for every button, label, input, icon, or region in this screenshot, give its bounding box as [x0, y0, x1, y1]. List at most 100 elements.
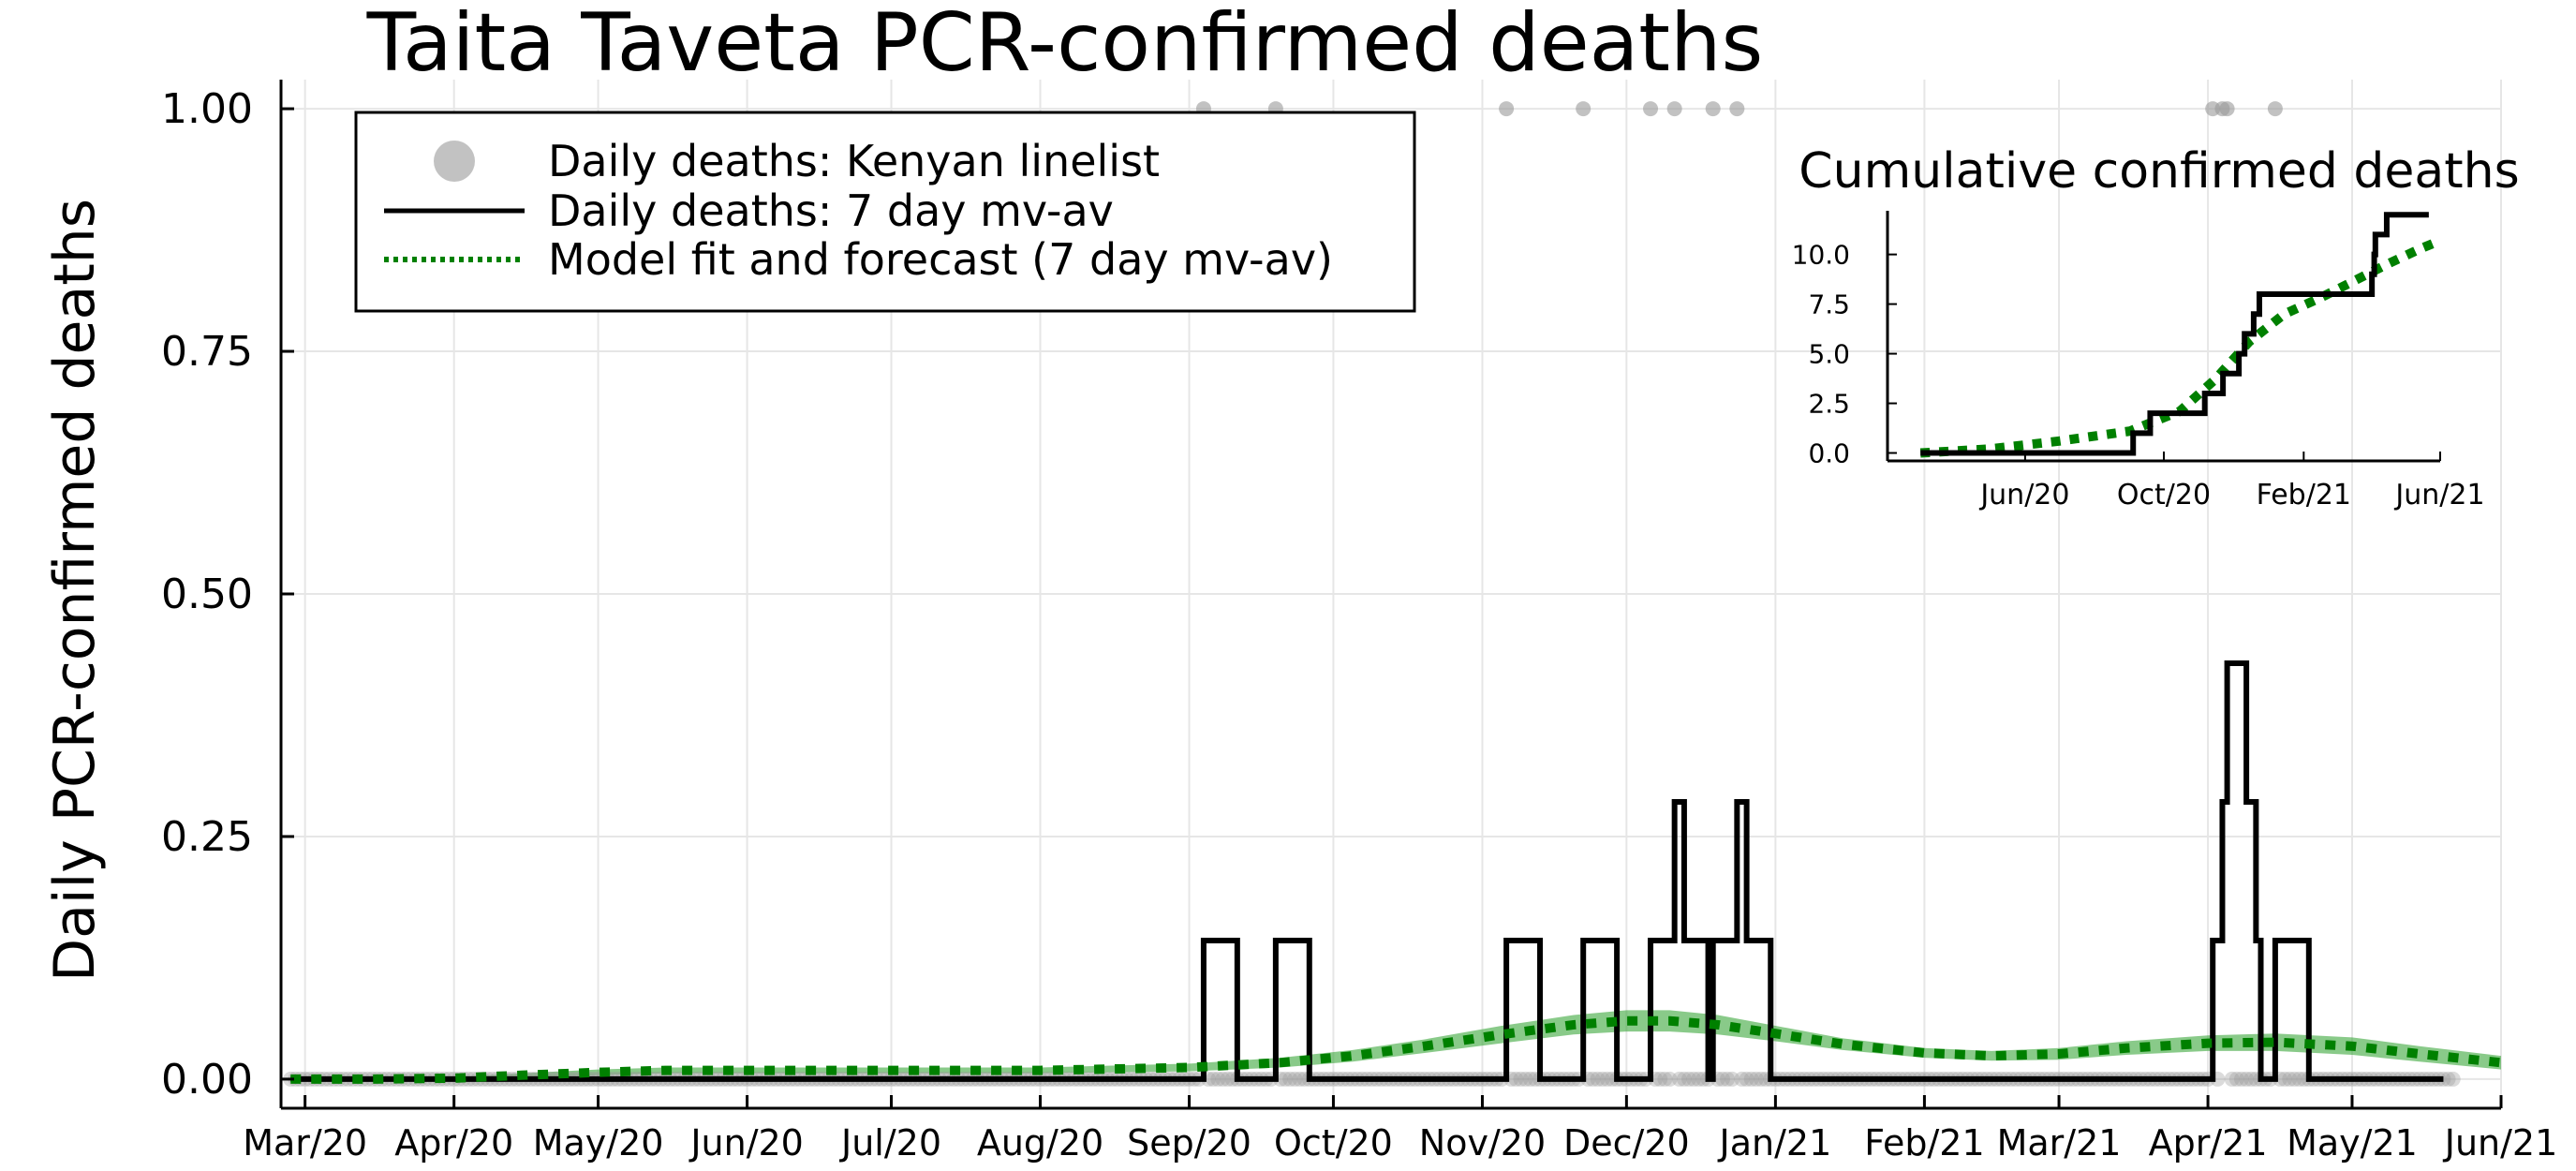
- scatter-point: [1714, 1071, 1730, 1087]
- scatter-point: [2445, 1071, 2461, 1087]
- scatter-point: [2239, 1071, 2255, 1087]
- model-fit-line: [290, 1015, 2502, 1084]
- scatter-point: [2287, 1071, 2302, 1087]
- x-tick-label: Dec/20: [1563, 1122, 1690, 1164]
- scatter-point: [2277, 1071, 2293, 1087]
- x-tick-label: Mar/21: [1997, 1122, 2122, 1164]
- scatter-point: [1590, 1071, 1606, 1087]
- scatter-point: [1671, 1071, 1687, 1087]
- scatter-point: [2224, 1071, 2240, 1087]
- inset-y-tick-label: 10.0: [1792, 240, 1850, 271]
- y-tick-label: 0.25: [161, 813, 253, 861]
- x-tick-label: May/21: [2287, 1122, 2418, 1164]
- inset-title: Cumulative confirmed deaths: [1799, 143, 2519, 200]
- scatter-point: [1282, 1071, 1298, 1087]
- scatter-point: [1576, 101, 1591, 117]
- inset-step-path: [1920, 212, 2429, 456]
- scatter-point: [1499, 101, 1515, 117]
- x-tick-label: Jun/21: [2443, 1122, 2558, 1164]
- scatter-point: [1599, 1071, 1615, 1087]
- scatter-point: [1725, 1071, 1740, 1087]
- x-tick-label: Jun/20: [688, 1122, 804, 1164]
- scatter-point: [1686, 1071, 1702, 1087]
- x-tick-label: Feb/21: [1864, 1122, 1984, 1164]
- scatter-point: [1287, 1071, 1303, 1087]
- scatter-point: [1739, 1071, 1754, 1087]
- x-tick-label: Jan/21: [1718, 1122, 1832, 1164]
- legend-label: Daily deaths: Kenyan linelist: [548, 136, 1160, 186]
- scatter-point: [1278, 1071, 1294, 1087]
- scatter-point: [2440, 1071, 2456, 1087]
- inset-y-tick-label: 2.5: [1808, 389, 1850, 420]
- model-path: [290, 1015, 2502, 1084]
- main-axes: 0.00 0.25 0.50 0.75 1.00 Mar/20 Apr/20 May/20 Ju…: [161, 80, 2557, 1164]
- scatter-point: [1691, 1071, 1707, 1087]
- mvav-path: [290, 660, 2444, 1082]
- x-tick-label: Jul/20: [839, 1122, 941, 1164]
- scatter-point: [2228, 1071, 2244, 1087]
- model-uncertainty-band: [290, 1010, 2501, 1079]
- inset-model-path: [1919, 236, 2442, 458]
- inset-model-line: [1919, 236, 2442, 458]
- inset-axes: 0.0 2.5 5.0 7.5 10.0 Jun/20 Oct/20 Feb/21 Jun/21: [1792, 211, 2485, 511]
- y-axis-label: Daily PCR-confirmed deaths: [42, 199, 108, 982]
- chart-title: Taita Taveta PCR-confirmed deaths: [366, 0, 1764, 90]
- scatter-point: [1652, 1071, 1668, 1087]
- scatter-point: [1754, 1071, 1769, 1087]
- scatter-point: [2282, 1071, 2298, 1087]
- scatter-point: [2219, 101, 2235, 117]
- scatter-point: [1720, 1071, 1736, 1087]
- scatter-point: [2233, 1071, 2249, 1087]
- x-tick-label: Sep/20: [1127, 1122, 1251, 1164]
- x-tick-label: Mar/20: [243, 1122, 367, 1164]
- x-tick-label: Nov/20: [1419, 1122, 1546, 1164]
- legend-marker: [434, 141, 475, 182]
- inset-x-tick-label: Feb/21: [2257, 479, 2351, 511]
- scatter-point: [1734, 1071, 1750, 1087]
- inset-x-tick-label: Jun/21: [2393, 479, 2484, 511]
- inset-cumulative-line: [1920, 212, 2429, 456]
- x-tick-label: Apr/20: [394, 1122, 513, 1164]
- y-tick-label: 0.00: [161, 1056, 253, 1104]
- scatter-point: [1748, 1071, 1764, 1087]
- scatter-point: [1705, 101, 1721, 117]
- inset-y-tick-label: 0.0: [1808, 438, 1850, 469]
- scatter-point: [1292, 1071, 1308, 1087]
- inset-chart: Cumulative confirmed deaths 0.0 2.5 5.0 7.5…: [1792, 143, 2520, 511]
- scatter-point: [1643, 101, 1659, 117]
- legend-box: [354, 111, 1416, 313]
- scatter-point: [1508, 1071, 1524, 1087]
- scatter-point: [1215, 1071, 1231, 1087]
- scatter-point: [1681, 1071, 1697, 1087]
- scatter-point: [1676, 1071, 1692, 1087]
- scatter-point: [1743, 1071, 1759, 1087]
- model-band: [290, 1010, 2501, 1079]
- x-tick-label: Aug/20: [977, 1122, 1103, 1164]
- scatter-point: [1729, 101, 1745, 117]
- y-tick-label: 1.00: [161, 85, 253, 133]
- scatter-point: [2243, 1071, 2259, 1087]
- scatter-point: [1662, 1071, 1678, 1087]
- y-tick-label: 0.50: [161, 571, 253, 618]
- y-tick-label: 0.75: [161, 328, 253, 376]
- inset-y-tick-label: 5.0: [1808, 339, 1850, 370]
- inset-x-tick-label: Oct/20: [2117, 479, 2211, 511]
- scatter-point: [1657, 1071, 1673, 1087]
- x-tick-label: Oct/20: [1274, 1122, 1393, 1164]
- scatter-point: [1594, 1071, 1610, 1087]
- scatter-point: [1522, 1071, 1538, 1087]
- daily-deaths-mvav-line: [290, 660, 2444, 1082]
- inset-x-tick-label: Jun/20: [1978, 479, 2069, 511]
- inset-y-tick-label: 7.5: [1808, 289, 1850, 320]
- scatter-point: [1513, 1071, 1529, 1087]
- scatter-point: [1220, 1071, 1236, 1087]
- scatter-point: [1206, 1071, 1221, 1087]
- scatter-point: [2291, 1071, 2307, 1087]
- scatter-point: [1517, 1071, 1533, 1087]
- legend-label: Daily deaths: 7 day mv-av: [548, 185, 1114, 236]
- scatter-point: [1210, 1071, 1226, 1087]
- scatter-point: [2267, 101, 2283, 117]
- scatter-point: [1585, 1071, 1601, 1087]
